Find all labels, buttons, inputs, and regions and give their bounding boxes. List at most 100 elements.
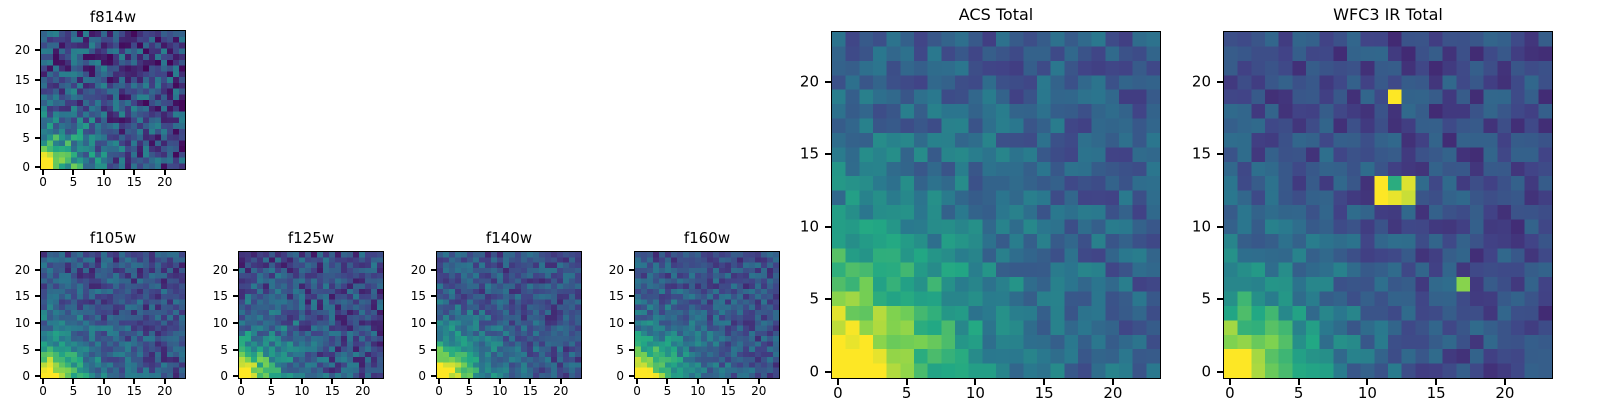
y-tick-label: 0 <box>1201 362 1211 381</box>
heatmap-canvas <box>41 31 185 169</box>
x-axis-ticks: 0 5 10 15 20 <box>831 379 1161 403</box>
y-tick-label: 10 <box>14 101 30 116</box>
y-tick-label: 10 <box>14 316 30 330</box>
y-tick-label: 5 <box>22 342 30 357</box>
y-axis-ticks: 0 5 10 15 20 <box>1189 31 1223 379</box>
x-tick-label: 0 <box>833 384 843 402</box>
x-tick-label: 5 <box>267 384 276 398</box>
y-tick-label: 15 <box>799 144 819 163</box>
heatmap-canvas <box>635 252 779 378</box>
x-tick-label: 20 <box>1495 384 1515 402</box>
heatmap-plot <box>831 31 1161 379</box>
x-tick-label: 20 <box>751 384 767 398</box>
x-axis-ticks: 0 5 10 15 20 <box>1223 379 1553 403</box>
x-tick-label: 0 <box>39 175 47 189</box>
y-tick-label: 15 <box>212 289 228 304</box>
panel-title: f160w <box>683 229 731 247</box>
y-axis-ticks: 0 5 10 15 20 <box>204 251 238 384</box>
heatmap-panel-f814w: f814w 0 5 10 15 20 0 5 10 15 20 <box>15 8 186 188</box>
heatmap-panel-wfc3-ir-total: WFC3 IR Total 0 5 10 15 20 0 5 10 15 20 <box>1192 5 1553 401</box>
y-tick-label: 0 <box>809 362 819 381</box>
heatmap-panel-acs-total: ACS Total 0 5 10 15 20 0 5 10 15 20 <box>800 5 1161 401</box>
x-axis-ticks: 0 5 10 15 20 <box>237 379 384 403</box>
heatmap-canvas <box>41 252 185 378</box>
heatmap-panel-f140w: f140w 0 5 10 15 20 0 5 10 15 20 <box>411 229 582 397</box>
x-tick-label: 20 <box>1103 384 1123 402</box>
heatmap-plot <box>1223 31 1553 379</box>
x-tick-label: 5 <box>69 384 78 398</box>
y-axis-ticks: 0 5 10 15 20 <box>797 31 831 379</box>
y-tick-label: 5 <box>1201 289 1211 308</box>
y-tick-label: 5 <box>22 130 30 145</box>
x-axis-ticks: 0 5 10 15 20 <box>39 170 186 194</box>
x-tick-label: 5 <box>1293 384 1304 402</box>
x-tick-label: 15 <box>126 175 142 189</box>
heatmap-plot <box>634 251 780 379</box>
y-tick-label: 15 <box>1191 144 1211 163</box>
x-tick-label: 10 <box>96 384 112 398</box>
heatmap-canvas <box>832 32 1160 378</box>
heatmap-canvas <box>1224 32 1552 378</box>
panel-title: f140w <box>485 229 533 247</box>
heatmap-panel-f125w: f125w 0 5 10 15 20 0 5 10 15 20 <box>213 229 384 397</box>
x-tick-label: 5 <box>901 384 912 402</box>
x-tick-label: 5 <box>663 384 672 398</box>
heatmap-plot <box>40 251 186 379</box>
y-axis-ticks: 0 5 10 15 20 <box>402 251 436 384</box>
y-tick-label: 5 <box>418 342 426 357</box>
x-tick-label: 10 <box>690 384 706 398</box>
y-tick-label: 20 <box>1191 72 1211 91</box>
y-tick-label: 20 <box>410 262 426 277</box>
y-tick-label: 0 <box>22 160 30 175</box>
y-tick-label: 10 <box>212 316 228 330</box>
x-tick-label: 10 <box>294 384 310 398</box>
x-axis-ticks: 0 5 10 15 20 <box>39 379 186 403</box>
panel-title: f105w <box>89 229 137 247</box>
panel-title: WFC3 IR Total <box>1333 5 1443 24</box>
x-tick-label: 15 <box>126 384 142 398</box>
heatmap-panel-f105w: f105w 0 5 10 15 20 0 5 10 15 20 <box>15 229 186 397</box>
x-tick-label: 10 <box>1357 384 1377 402</box>
x-tick-label: 10 <box>492 384 508 398</box>
y-tick-label: 0 <box>616 369 624 384</box>
y-tick-label: 0 <box>418 369 426 384</box>
y-tick-label: 0 <box>220 369 228 384</box>
y-tick-label: 5 <box>616 342 624 357</box>
x-axis-ticks: 0 5 10 15 20 <box>435 379 582 403</box>
x-tick-label: 5 <box>465 384 474 398</box>
x-tick-label: 15 <box>1034 384 1054 402</box>
y-tick-label: 20 <box>14 262 30 277</box>
x-tick-label: 15 <box>1426 384 1446 402</box>
y-tick-label: 5 <box>220 342 228 357</box>
panel-title: ACS Total <box>958 5 1034 24</box>
x-tick-label: 0 <box>633 384 641 398</box>
y-tick-label: 10 <box>410 316 426 330</box>
x-tick-label: 15 <box>324 384 340 398</box>
y-tick-label: 15 <box>14 72 30 87</box>
y-tick-label: 15 <box>608 289 624 304</box>
x-tick-label: 0 <box>237 384 245 398</box>
x-tick-label: 0 <box>1225 384 1235 402</box>
heatmap-plot <box>40 30 186 170</box>
x-tick-label: 0 <box>435 384 443 398</box>
panel-title: f814w <box>89 8 137 26</box>
x-tick-label: 10 <box>965 384 985 402</box>
x-axis-ticks: 0 5 10 15 20 <box>633 379 780 403</box>
x-tick-label: 10 <box>96 175 112 189</box>
x-tick-label: 0 <box>39 384 47 398</box>
y-tick-label: 20 <box>799 72 819 91</box>
y-axis-ticks: 0 5 10 15 20 <box>6 251 40 382</box>
heatmap-canvas <box>437 252 581 378</box>
y-tick-label: 20 <box>608 262 624 277</box>
x-tick-label: 20 <box>553 384 569 398</box>
y-tick-label: 20 <box>14 43 30 58</box>
panel-title: f125w <box>287 229 335 247</box>
y-tick-label: 10 <box>608 316 624 330</box>
x-tick-label: 20 <box>355 384 371 398</box>
y-tick-label: 15 <box>14 289 30 304</box>
heatmap-canvas <box>239 252 383 378</box>
x-tick-label: 20 <box>157 175 173 189</box>
y-axis-ticks: 0 5 10 15 20 <box>6 30 40 175</box>
x-tick-label: 20 <box>157 384 173 398</box>
y-axis-ticks: 0 5 10 15 20 <box>600 251 634 384</box>
